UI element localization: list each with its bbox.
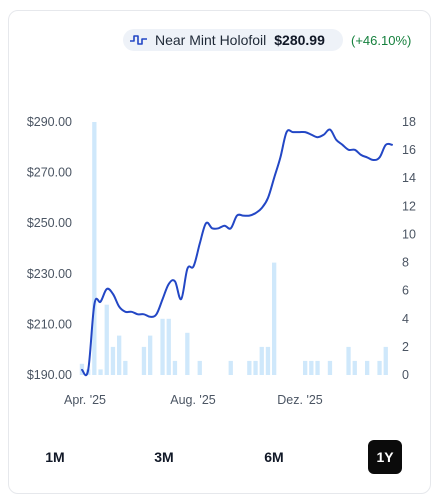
x-axis-tick-label: Apr. '25 (64, 393, 106, 407)
right-axis-tick-label: 12 (402, 199, 416, 213)
pulse-line-icon (130, 35, 147, 45)
right-axis-tick-label: 0 (402, 368, 409, 382)
volume-bar (265, 346, 271, 375)
volume-bar (303, 360, 308, 375)
volume-bar (141, 346, 147, 375)
volume-bar (98, 369, 103, 375)
x-axis-ticks: Apr. '25 Aug. '25 Dez. '25 (64, 393, 323, 407)
volume-bar (272, 262, 277, 375)
volume-bar (104, 304, 109, 375)
volume-bar (315, 360, 320, 375)
time-range-selector: 1M 3M 6M 1Y (0, 440, 441, 476)
range-button-1y[interactable]: 1Y (368, 440, 402, 474)
price-chart: $190.00 $210.00 $230.00 $250.00 $270.00 $290.… (27, 115, 416, 407)
range-button-1m[interactable]: 1M (38, 440, 72, 474)
left-axis-ticks: $190.00 $210.00 $230.00 $250.00 $270.00 $290.… (27, 115, 72, 382)
right-axis-ticks: 0 2 4 6 8 10 12 14 16 18 (402, 115, 416, 382)
volume-bar (259, 346, 264, 375)
range-button-6m[interactable]: 6M (257, 440, 291, 474)
right-axis-tick-label: 2 (402, 340, 409, 354)
x-axis-tick-label: Dez. '25 (277, 393, 323, 407)
right-axis-tick-label: 4 (402, 312, 409, 326)
volume-bar (117, 335, 122, 375)
price-line (81, 128, 393, 377)
volume-bar (197, 360, 202, 375)
volume-bar (377, 360, 382, 375)
volume-bar (148, 335, 153, 375)
volume-bar (352, 360, 357, 375)
volume-bar (327, 360, 333, 375)
volume-bars (79, 122, 388, 375)
left-axis-tick-label: $230.00 (27, 267, 72, 281)
volume-bar (92, 122, 97, 375)
price-line-layer (81, 128, 393, 377)
right-axis-tick-label: 14 (402, 171, 416, 185)
left-axis-tick-label: $190.00 (27, 368, 72, 382)
price-history-card (8, 10, 431, 494)
volume-bar (253, 360, 258, 375)
volume-bar (123, 360, 128, 375)
right-axis-tick-label: 18 (402, 115, 416, 129)
right-axis-tick-label: 8 (402, 256, 409, 270)
volume-bar (383, 346, 388, 375)
volume-bar (309, 360, 314, 375)
right-axis-tick-label: 6 (402, 284, 409, 298)
legend-price: $280.99 (274, 32, 325, 48)
x-axis-tick-label: Aug. '25 (170, 393, 216, 407)
volume-bar (166, 318, 171, 375)
left-axis-tick-label: $250.00 (27, 216, 72, 230)
volume-bar (228, 360, 233, 375)
volume-bar (247, 360, 252, 375)
left-axis-tick-label: $290.00 (27, 115, 72, 129)
left-axis-tick-label: $270.00 (27, 166, 72, 180)
legend-pill[interactable]: Near Mint Holofoil $280.99 (123, 29, 343, 51)
price-change-percent: (+46.10%) (351, 33, 412, 48)
volume-bar (110, 346, 116, 375)
left-axis-tick-label: $210.00 (27, 317, 72, 331)
volume-bar (160, 318, 165, 375)
right-axis-tick-label: 16 (402, 143, 416, 157)
legend-series-name: Near Mint Holofoil (155, 32, 267, 48)
right-axis-tick-label: 10 (402, 227, 416, 241)
volume-bar (346, 346, 351, 375)
volume-bar (365, 360, 370, 375)
range-button-3m[interactable]: 3M (147, 440, 181, 474)
volume-bar (185, 332, 190, 375)
volume-bar (172, 360, 178, 375)
